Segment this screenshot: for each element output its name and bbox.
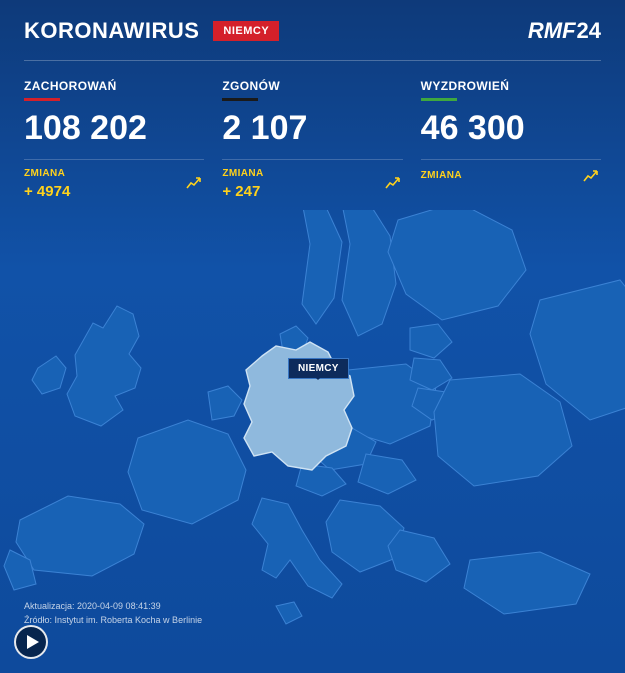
stat-value-recovered: 46 300 bbox=[421, 111, 601, 145]
footer-source: Źródło: Instytut im. Roberta Kocha w Ber… bbox=[24, 614, 202, 628]
change-block: ZMIANA + 4974 bbox=[24, 168, 70, 200]
zmiana-label: ZMIANA bbox=[24, 168, 70, 179]
title-block: KORONAWIRUS NIEMCY bbox=[24, 18, 279, 44]
change-block: ZMIANA + 247 bbox=[222, 168, 263, 200]
play-icon bbox=[27, 635, 39, 649]
page-title: KORONAWIRUS bbox=[24, 18, 199, 44]
zmiana-label: ZMIANA bbox=[222, 168, 263, 179]
stat-label-recovered: WYZDROWIEŃ bbox=[421, 79, 601, 93]
stats-row: ZACHOROWAŃ 108 202 ZMIANA + 4974 ZGONÓW … bbox=[0, 61, 625, 210]
underline-deaths bbox=[222, 98, 258, 101]
stat-recovered: WYZDROWIEŃ 46 300 ZMIANA bbox=[421, 79, 601, 200]
sub-divider bbox=[24, 159, 204, 160]
header: KORONAWIRUS NIEMCY RMF24 bbox=[0, 0, 625, 56]
sub-divider bbox=[421, 159, 601, 160]
country-badge: NIEMCY bbox=[213, 21, 279, 41]
change-value-deaths: + 247 bbox=[222, 183, 263, 200]
map-svg bbox=[0, 210, 625, 630]
change-row-deaths: ZMIANA + 247 bbox=[222, 168, 402, 200]
footer: Aktualizacja: 2020-04-09 08:41:39 Źródło… bbox=[24, 600, 202, 627]
stat-label-deaths: ZGONÓW bbox=[222, 79, 402, 93]
stat-value-cases: 108 202 bbox=[24, 111, 204, 145]
underline-cases bbox=[24, 98, 60, 101]
change-row-recovered: ZMIANA bbox=[421, 168, 601, 187]
logo-text-suffix: 24 bbox=[577, 18, 601, 44]
stat-value-deaths: 2 107 bbox=[222, 111, 402, 145]
change-value-cases: + 4974 bbox=[24, 183, 70, 200]
footer-update: Aktualizacja: 2020-04-09 08:41:39 bbox=[24, 600, 202, 614]
map-country-label: NIEMCY bbox=[288, 358, 349, 379]
trend-up-icon bbox=[186, 175, 204, 194]
trend-up-icon bbox=[583, 168, 601, 187]
sub-divider bbox=[222, 159, 402, 160]
play-button[interactable] bbox=[14, 625, 48, 659]
rmf24-logo: RMF24 bbox=[528, 18, 601, 44]
europe-map: NIEMCY bbox=[0, 210, 625, 630]
logo-text-main: RMF bbox=[528, 18, 576, 44]
underline-recovered bbox=[421, 98, 457, 101]
stat-cases: ZACHOROWAŃ 108 202 ZMIANA + 4974 bbox=[24, 79, 204, 200]
stat-deaths: ZGONÓW 2 107 ZMIANA + 247 bbox=[222, 79, 402, 200]
change-row-cases: ZMIANA + 4974 bbox=[24, 168, 204, 200]
stat-label-cases: ZACHOROWAŃ bbox=[24, 79, 204, 93]
zmiana-label: ZMIANA bbox=[421, 170, 462, 181]
change-block: ZMIANA bbox=[421, 170, 462, 185]
infographic-container: KORONAWIRUS NIEMCY RMF24 ZACHOROWAŃ 108 … bbox=[0, 0, 625, 673]
trend-up-icon bbox=[385, 175, 403, 194]
